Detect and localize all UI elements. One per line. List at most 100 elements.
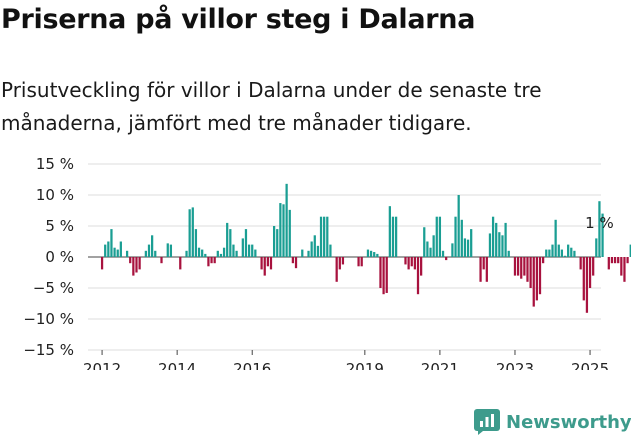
bar [391, 216, 395, 257]
bar [598, 201, 601, 257]
x-tick-label: 2025 [571, 360, 609, 370]
bar [110, 229, 113, 257]
newsworthy-logo-icon [474, 409, 500, 435]
bar [613, 257, 617, 264]
bar [307, 250, 310, 257]
bar [626, 257, 629, 264]
bar [441, 250, 445, 257]
bar [504, 222, 507, 257]
bar [376, 253, 379, 257]
x-tick-label: 2019 [346, 360, 384, 370]
bar [357, 257, 360, 267]
bar [520, 257, 523, 279]
bar [451, 243, 454, 257]
bar [323, 216, 326, 257]
bar [319, 216, 323, 257]
x-tick-label: 2016 [233, 360, 271, 370]
bar [516, 257, 520, 276]
bar [501, 235, 504, 257]
bar [301, 249, 304, 257]
bar [291, 257, 295, 264]
bar [445, 257, 448, 261]
bar [438, 216, 442, 257]
bar [166, 243, 169, 257]
bar [216, 250, 219, 257]
bar [119, 241, 122, 257]
bar [132, 257, 135, 276]
bar [197, 247, 201, 257]
bar [382, 257, 385, 295]
bar [326, 216, 329, 257]
bar [335, 257, 338, 282]
bar [407, 257, 410, 270]
bar [276, 229, 279, 257]
bar [222, 247, 226, 257]
bar [185, 250, 188, 257]
bar [154, 250, 157, 257]
bar [538, 257, 542, 295]
bar [160, 257, 163, 264]
bar [247, 244, 251, 257]
bar [229, 229, 232, 257]
bar [204, 253, 207, 257]
bar [420, 257, 423, 276]
bar [460, 219, 463, 257]
bar [595, 238, 598, 257]
bar [526, 257, 529, 282]
bar [454, 216, 457, 257]
bar [426, 241, 429, 257]
bar [423, 227, 426, 257]
bar [269, 257, 273, 270]
bar [507, 250, 510, 257]
y-tick-label: −5 % [33, 279, 74, 297]
bar [570, 247, 573, 257]
y-tick-label: 15 % [36, 155, 74, 173]
bar [579, 257, 582, 270]
bar [251, 244, 254, 257]
bar [213, 257, 216, 264]
y-tick-label: 5 % [45, 217, 74, 235]
bar [373, 252, 376, 257]
bar [272, 226, 276, 257]
bar [545, 249, 548, 257]
bar [548, 249, 551, 257]
bar [457, 195, 460, 257]
x-tick-label: 2012 [83, 360, 121, 370]
bar [232, 244, 235, 257]
bar [360, 257, 363, 267]
bar [535, 257, 538, 301]
bar [560, 249, 564, 257]
bar [557, 244, 560, 257]
bar [385, 257, 388, 293]
bar [316, 245, 320, 257]
bar [338, 257, 341, 270]
bar [210, 257, 213, 264]
bar [551, 244, 554, 257]
bar [416, 257, 420, 295]
bar [263, 257, 266, 276]
bar [488, 233, 492, 257]
bar [235, 250, 238, 257]
bar-chart: −15 % −10 % −5 % 0 % 5 % 10 % 15 % 2012 2014 2016… [23, 155, 631, 370]
bar [513, 257, 517, 276]
brand-name: Newsworthy [506, 411, 631, 433]
chart-title: Priserna på villor steg i Dalarna [1, 4, 476, 35]
bar [147, 244, 151, 257]
bar [563, 255, 567, 257]
bar [394, 216, 398, 257]
bar [135, 257, 138, 273]
bar [523, 257, 526, 276]
newsworthy-brand: Newsworthy [474, 406, 631, 438]
bar [432, 235, 435, 257]
bar [623, 257, 626, 282]
bar [485, 257, 488, 282]
bar [498, 232, 501, 257]
bar [607, 257, 610, 270]
x-tick-label: 2021 [421, 360, 459, 370]
data-label-latest: 1 % [585, 214, 614, 232]
bar [169, 244, 173, 257]
bar [244, 229, 248, 257]
bar [260, 257, 263, 270]
bar [567, 244, 570, 257]
y-tick-label: −10 % [23, 310, 74, 328]
